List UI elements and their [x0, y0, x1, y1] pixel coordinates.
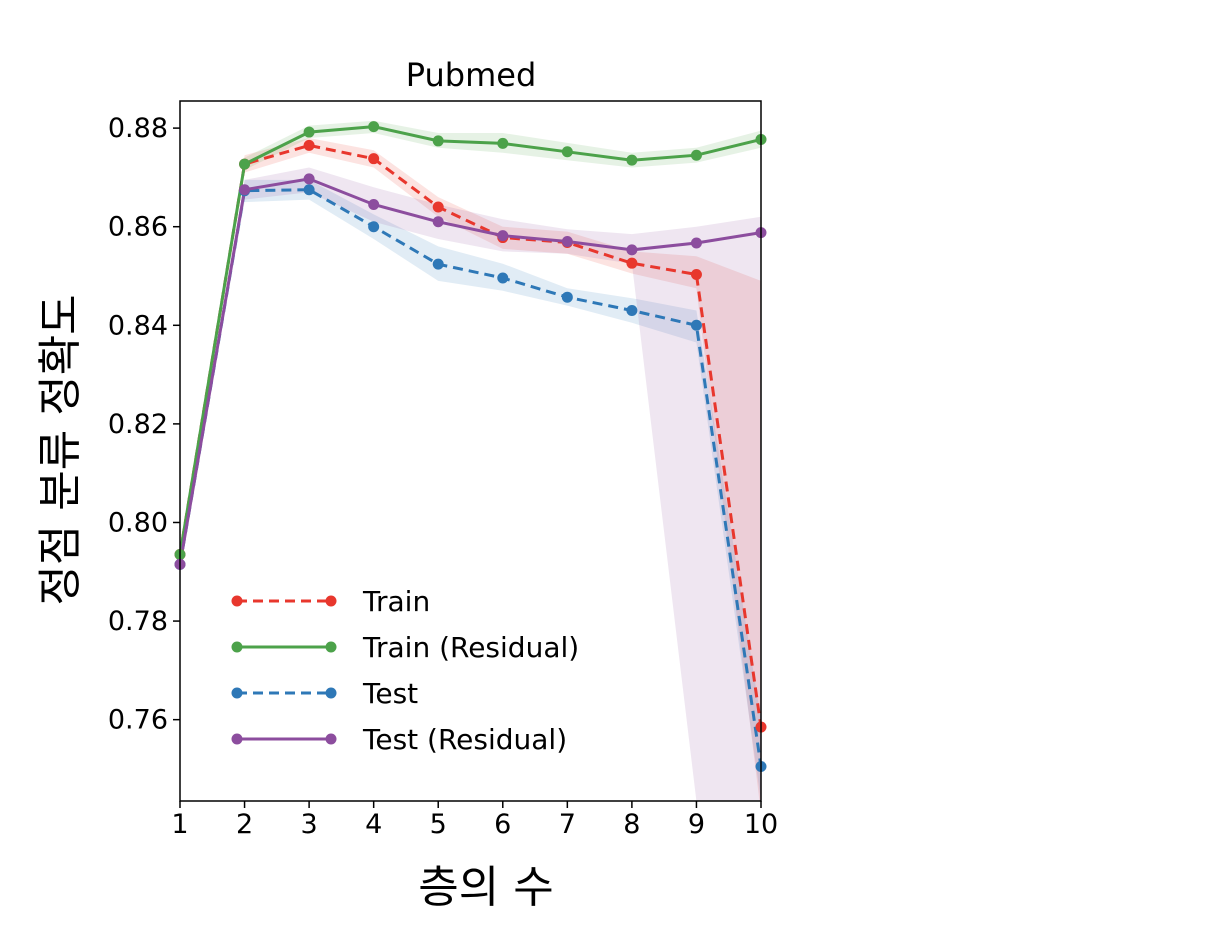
point-train-residual-2: [239, 158, 251, 170]
point-test-3: [303, 184, 315, 196]
point-test-residual-8: [626, 244, 638, 256]
point-train-residual-7: [561, 146, 573, 158]
point-test-residual-7: [561, 235, 573, 247]
x-tick-label: 10: [744, 809, 778, 840]
confidence-bands: [180, 120, 761, 801]
point-train-residual-5: [432, 135, 444, 147]
point-test-residual-4: [368, 199, 380, 211]
point-test-5: [432, 258, 444, 270]
point-train-4: [368, 153, 380, 165]
legend-marker-train: [231, 595, 243, 607]
legend: Train Train (Residual) Test Test (Residual): [231, 585, 579, 756]
point-train-residual-6: [497, 137, 509, 149]
x-tick-label: 6: [494, 809, 511, 840]
legend-label-train-residual: Train (Residual): [362, 631, 579, 664]
point-train-residual-3: [303, 126, 315, 138]
point-train-8: [626, 257, 638, 269]
y-axis: 0.76 0.78 0.80 0.82 0.84 0.86 0.88: [108, 113, 180, 736]
y-tick-label: 0.76: [108, 705, 168, 736]
legend-marker-train-residual: [231, 641, 243, 653]
x-tick-label: 5: [430, 809, 447, 840]
legend-marker-test: [325, 687, 337, 699]
point-train-residual-4: [368, 121, 380, 133]
x-tick-label: 2: [236, 809, 253, 840]
point-train-5: [432, 201, 444, 213]
point-test-residual-2: [239, 184, 251, 196]
y-tick-label: 0.78: [108, 606, 168, 637]
x-axis: 1 2 3 4 5 6 7 8 9 10: [171, 801, 778, 840]
legend-label-train: Train: [362, 585, 430, 618]
x-tick-label: 4: [365, 809, 382, 840]
chart-title: Pubmed: [406, 56, 537, 94]
point-test-residual-3: [303, 173, 315, 185]
x-tick-label: 3: [301, 809, 318, 840]
point-test-residual-5: [432, 216, 444, 228]
y-tick-label: 0.80: [108, 507, 168, 538]
point-train-3: [303, 139, 315, 151]
line-test-residual: [180, 177, 761, 565]
legend-marker-train: [325, 595, 337, 607]
point-train-9: [690, 269, 702, 281]
y-tick-label: 0.88: [108, 113, 168, 144]
point-test-residual-6: [497, 230, 509, 242]
legend-label-test-residual: Test (Residual): [362, 723, 567, 756]
x-tick-label: 7: [559, 809, 576, 840]
y-tick-label: 0.86: [108, 212, 168, 243]
x-tick-label: 8: [623, 809, 640, 840]
line-train: [180, 143, 761, 728]
point-test-9: [690, 319, 702, 331]
point-test-6: [497, 272, 509, 284]
point-test-7: [561, 291, 573, 303]
plot-frame: [179, 100, 762, 802]
point-test-residual-9: [690, 237, 702, 249]
x-tick-label: 9: [688, 809, 705, 840]
line-train-residual: [180, 125, 761, 555]
legend-marker-test: [231, 687, 243, 699]
series-lines: [180, 125, 761, 767]
legend-label-test: Test: [362, 677, 418, 710]
point-test-4: [368, 221, 380, 233]
legend-marker-test-residual: [231, 733, 243, 745]
point-train-residual-8: [626, 154, 638, 166]
x-tick-label: 1: [171, 809, 188, 840]
y-axis-label: 정점 분류 정확도: [35, 294, 86, 605]
y-tick-label: 0.84: [108, 310, 168, 341]
y-tick-label: 0.82: [108, 409, 168, 440]
line-test: [180, 188, 761, 767]
point-test-8: [626, 305, 638, 317]
legend-marker-train-residual: [325, 641, 337, 653]
point-train-residual-9: [690, 149, 702, 161]
x-axis-label: 층의 수: [418, 862, 553, 913]
legend-marker-test-residual: [325, 733, 337, 745]
